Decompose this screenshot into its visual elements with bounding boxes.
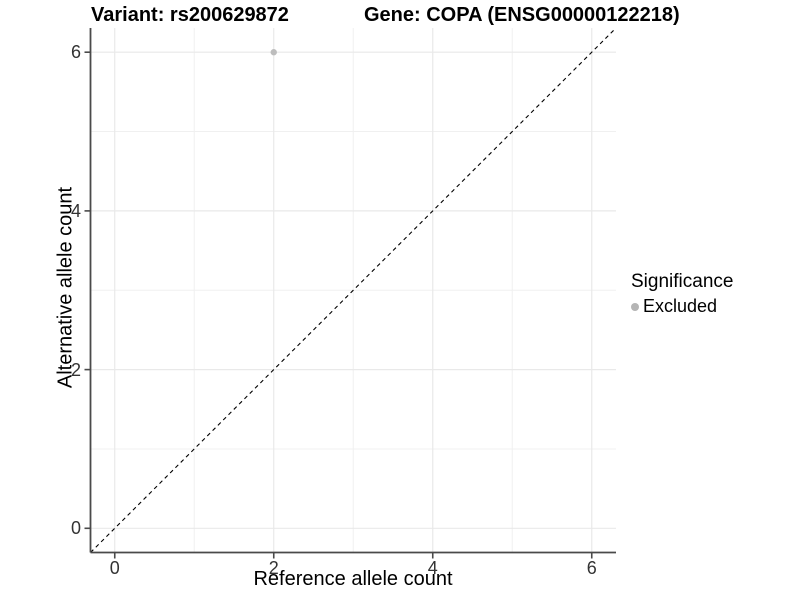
y-tick-label: 6 [70,42,81,63]
legend: Significance Excluded [631,271,733,317]
x-tick-label: 0 [109,558,120,578]
scatter-point [270,49,277,56]
x-tick-label: 6 [586,558,597,578]
axis-lines [89,28,616,554]
y-tick-label: 0 [70,518,81,539]
y-tick-label: 2 [70,359,81,380]
axis-tick-marks [84,51,593,559]
plot-title-variant: Variant: rs200629872 [91,4,289,26]
y-axis-title: Alternative allele count [54,186,77,389]
y-tick-label: 4 [70,200,81,221]
x-tick-label: 2 [268,558,279,578]
x-axis-title: Reference allele count [253,568,453,590]
legend-title: Significance [631,271,734,292]
legend-item-label: Excluded [643,296,718,316]
x-tick-label: 4 [427,558,438,578]
data-points [270,49,277,56]
gridlines-minor [90,28,616,553]
legend-item-excluded: Excluded [631,296,733,317]
legend-point-icon [631,302,639,311]
plot-title-gene: Gene: COPA (ENSG00000122218) [364,4,680,26]
gridlines-major [90,28,616,553]
identity-dashed-line [90,27,617,553]
